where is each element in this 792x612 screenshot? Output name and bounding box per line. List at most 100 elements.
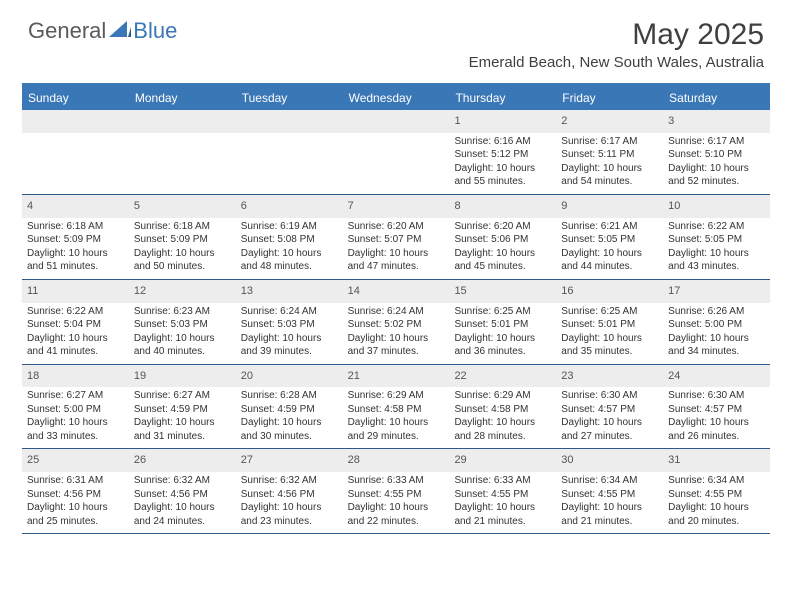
- sunset-line: Sunset: 4:56 PM: [241, 488, 338, 502]
- sunset-line: Sunset: 5:05 PM: [668, 233, 765, 247]
- day-number: 25: [27, 451, 124, 470]
- daylight-line: Daylight: 10 hours and 27 minutes.: [561, 416, 658, 443]
- cell-body: Sunrise: 6:27 AMSunset: 5:00 PMDaylight:…: [22, 387, 129, 448]
- day-number: 22: [454, 367, 551, 386]
- sunrise-line: Sunrise: 6:29 AM: [454, 389, 551, 403]
- calendar-cell: 13 Sunrise: 6:24 AMSunset: 5:03 PMDayligh…: [236, 280, 343, 364]
- location-subtitle: Emerald Beach, New South Wales, Australi…: [469, 54, 764, 71]
- week-row: 1Sunrise: 6:16 AMSunset: 5:12 PMDaylight…: [22, 110, 770, 195]
- calendar: SundayMondayTuesdayWednesdayThursdayFrid…: [22, 83, 770, 534]
- day-number: 10: [668, 197, 765, 216]
- cell-body: [129, 133, 236, 140]
- sunrise-line: Sunrise: 6:34 AM: [561, 474, 658, 488]
- cell-body: Sunrise: 6:30 AMSunset: 4:57 PMDaylight:…: [663, 387, 770, 448]
- daylight-line: Daylight: 10 hours and 29 minutes.: [348, 416, 445, 443]
- day-number-strip: [236, 110, 343, 133]
- cell-body: Sunrise: 6:33 AMSunset: 4:55 PMDaylight:…: [343, 472, 450, 533]
- day-number: 28: [348, 451, 445, 470]
- cell-body: Sunrise: 6:20 AMSunset: 5:07 PMDaylight:…: [343, 218, 450, 279]
- daylight-line: Daylight: 10 hours and 41 minutes.: [27, 332, 124, 359]
- calendar-cell: 11Sunrise: 6:22 AMSunset: 5:04 PMDayligh…: [22, 280, 129, 364]
- sunset-line: Sunset: 4:57 PM: [668, 403, 765, 417]
- cell-body: Sunrise: 6:23 AMSunset: 5:03 PMDaylight:…: [129, 303, 236, 364]
- calendar-cell: 9Sunrise: 6:21 AMSunset: 5:05 PMDaylight…: [556, 195, 663, 279]
- cell-body: Sunrise: 6:28 AMSunset: 4:59 PMDaylight:…: [236, 387, 343, 448]
- cell-body: Sunrise: 6:24 AMSunset: 5:03 PMDaylight:…: [236, 303, 343, 364]
- sunrise-line: Sunrise: 6:33 AM: [348, 474, 445, 488]
- sunset-line: Sunset: 5:09 PM: [134, 233, 231, 247]
- sunset-line: Sunset: 4:56 PM: [134, 488, 231, 502]
- day-number-strip: [129, 110, 236, 133]
- week-row: 25Sunrise: 6:31 AMSunset: 4:56 PMDayligh…: [22, 449, 770, 534]
- daylight-line: Daylight: 10 hours and 35 minutes.: [561, 332, 658, 359]
- sunset-line: Sunset: 5:11 PM: [561, 148, 658, 162]
- daylight-line: Daylight: 10 hours and 55 minutes.: [454, 162, 551, 189]
- sunset-line: Sunset: 4:55 PM: [454, 488, 551, 502]
- day-number: 4: [27, 197, 124, 216]
- day-number-strip: [343, 110, 450, 133]
- calendar-cell: 6Sunrise: 6:19 AMSunset: 5:08 PMDaylight…: [236, 195, 343, 279]
- sunrise-line: Sunrise: 6:30 AM: [561, 389, 658, 403]
- weekday-header: Wednesday: [343, 86, 450, 110]
- cell-body: Sunrise: 6:18 AMSunset: 5:09 PMDaylight:…: [129, 218, 236, 279]
- day-number: 16: [561, 282, 658, 301]
- calendar-cell: 3Sunrise: 6:17 AMSunset: 5:10 PMDaylight…: [663, 110, 770, 194]
- sunset-line: Sunset: 4:55 PM: [668, 488, 765, 502]
- calendar-cell: 29Sunrise: 6:33 AMSunset: 4:55 PMDayligh…: [449, 449, 556, 533]
- cell-body: Sunrise: 6:34 AMSunset: 4:55 PMDaylight:…: [663, 472, 770, 533]
- cell-body: Sunrise: 6:33 AMSunset: 4:55 PMDaylight:…: [449, 472, 556, 533]
- calendar-cell: [343, 110, 450, 194]
- calendar-cell: 1Sunrise: 6:16 AMSunset: 5:12 PMDaylight…: [449, 110, 556, 194]
- weeks-container: 1Sunrise: 6:16 AMSunset: 5:12 PMDaylight…: [22, 110, 770, 534]
- day-number: 24: [668, 367, 765, 386]
- sunrise-line: Sunrise: 6:32 AM: [241, 474, 338, 488]
- sunset-line: Sunset: 5:06 PM: [454, 233, 551, 247]
- day-number: 5: [134, 197, 231, 216]
- daylight-line: Daylight: 10 hours and 34 minutes.: [668, 332, 765, 359]
- logo-text-general: General: [28, 18, 106, 44]
- day-number-strip: 7: [343, 195, 450, 218]
- day-number: 13: [241, 282, 338, 301]
- sunset-line: Sunset: 5:04 PM: [27, 318, 124, 332]
- cell-body: Sunrise: 6:30 AMSunset: 4:57 PMDaylight:…: [556, 387, 663, 448]
- calendar-cell: 12Sunrise: 6:23 AMSunset: 5:03 PMDayligh…: [129, 280, 236, 364]
- calendar-cell: 30Sunrise: 6:34 AMSunset: 4:55 PMDayligh…: [556, 449, 663, 533]
- day-number: 18: [27, 367, 124, 386]
- day-number: 21: [348, 367, 445, 386]
- day-number-strip: 22: [449, 365, 556, 388]
- day-number-strip: 31: [663, 449, 770, 472]
- sunrise-line: Sunrise: 6:30 AM: [668, 389, 765, 403]
- daylight-line: Daylight: 10 hours and 50 minutes.: [134, 247, 231, 274]
- calendar-cell: 2Sunrise: 6:17 AMSunset: 5:11 PMDaylight…: [556, 110, 663, 194]
- sunrise-line: Sunrise: 6:23 AM: [134, 305, 231, 319]
- sunrise-line: Sunrise: 6:28 AM: [241, 389, 338, 403]
- day-number-strip: 27: [236, 449, 343, 472]
- calendar-cell: [22, 110, 129, 194]
- cell-body: Sunrise: 6:18 AMSunset: 5:09 PMDaylight:…: [22, 218, 129, 279]
- cell-body: Sunrise: 6:34 AMSunset: 4:55 PMDaylight:…: [556, 472, 663, 533]
- sunset-line: Sunset: 4:58 PM: [348, 403, 445, 417]
- day-number: 23: [561, 367, 658, 386]
- sunset-line: Sunset: 4:59 PM: [134, 403, 231, 417]
- day-number-strip: [22, 110, 129, 133]
- sunset-line: Sunset: 5:10 PM: [668, 148, 765, 162]
- daylight-line: Daylight: 10 hours and 21 minutes.: [454, 501, 551, 528]
- daylight-line: Daylight: 10 hours and 40 minutes.: [134, 332, 231, 359]
- day-number: 17: [668, 282, 765, 301]
- day-number: 20: [241, 367, 338, 386]
- day-number: 7: [348, 197, 445, 216]
- calendar-cell: 7 Sunrise: 6:20 AMSunset: 5:07 PMDaylight…: [343, 195, 450, 279]
- day-number-strip: 12: [129, 280, 236, 303]
- title-block: May 2025 Emerald Beach, New South Wales,…: [469, 18, 764, 71]
- weekday-header: Monday: [129, 86, 236, 110]
- day-number-strip: 3: [663, 110, 770, 133]
- sunrise-line: Sunrise: 6:16 AM: [454, 135, 551, 149]
- month-title: May 2025: [469, 18, 764, 52]
- calendar-cell: 8Sunrise: 6:20 AMSunset: 5:06 PMDaylight…: [449, 195, 556, 279]
- daylight-line: Daylight: 10 hours and 33 minutes.: [27, 416, 124, 443]
- daylight-line: Daylight: 10 hours and 23 minutes.: [241, 501, 338, 528]
- day-number: [27, 112, 124, 131]
- logo-sail-icon: [109, 21, 131, 37]
- sunset-line: Sunset: 4:57 PM: [561, 403, 658, 417]
- day-number-strip: 14: [343, 280, 450, 303]
